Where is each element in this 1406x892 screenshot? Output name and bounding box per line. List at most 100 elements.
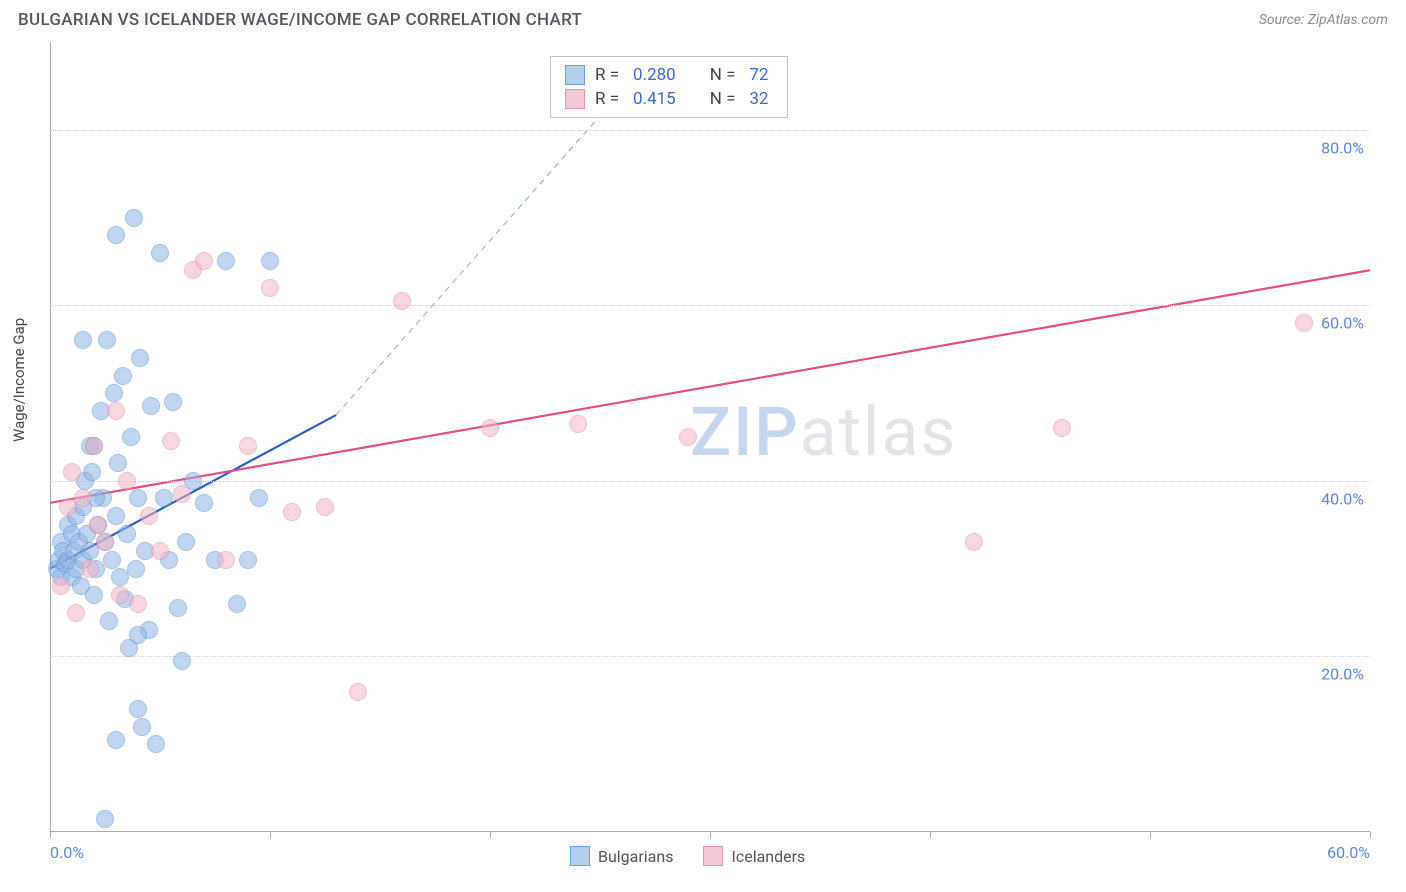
data-point: [89, 516, 107, 534]
data-point: [239, 551, 257, 569]
x-tick: [270, 832, 271, 838]
data-point: [173, 485, 191, 503]
data-point: [103, 551, 121, 569]
data-point: [67, 604, 85, 622]
data-point: [107, 402, 125, 420]
gridline: [50, 305, 1370, 306]
data-point: [164, 393, 182, 411]
data-point: [81, 560, 99, 578]
data-point: [1053, 419, 1071, 437]
y-tick-label: 20.0%: [1321, 665, 1364, 684]
data-point: [147, 735, 165, 753]
legend-row: R =0.415N =32: [565, 87, 773, 111]
x-tick-label: 0.0%: [50, 843, 84, 862]
data-point: [239, 437, 257, 455]
data-point: [129, 700, 147, 718]
gridline: [50, 130, 1370, 131]
data-point: [85, 437, 103, 455]
data-point: [142, 397, 160, 415]
data-point: [122, 428, 140, 446]
data-point: [52, 577, 70, 595]
data-point: [1295, 314, 1313, 332]
data-point: [228, 595, 246, 613]
x-tick: [50, 832, 51, 838]
legend-swatch: [703, 846, 723, 866]
data-point: [125, 209, 143, 227]
data-point: [118, 472, 136, 490]
data-point: [114, 367, 132, 385]
data-point: [111, 586, 129, 604]
data-point: [127, 560, 145, 578]
data-point: [393, 292, 411, 310]
x-tick: [1150, 832, 1151, 838]
data-point: [169, 599, 187, 617]
data-point: [107, 731, 125, 749]
data-point: [349, 683, 367, 701]
legend-swatch: [565, 65, 585, 85]
correlation-legend: R =0.280N =72R =0.415N =32: [550, 56, 788, 118]
data-point: [177, 533, 195, 551]
data-point: [107, 226, 125, 244]
legend-item: Bulgarians: [570, 846, 673, 866]
data-point: [83, 463, 101, 481]
data-point: [131, 349, 149, 367]
gridline: [50, 481, 1370, 482]
y-axis-label: Wage/Income Gap: [10, 318, 28, 442]
chart-container: Wage/Income Gap ZIPatlas R =0.280N =72R …: [18, 42, 1388, 872]
plot-area: ZIPatlas R =0.280N =72R =0.415N =32 Bulg…: [50, 42, 1370, 832]
data-point: [261, 279, 279, 297]
legend-swatch: [565, 89, 585, 109]
data-point: [105, 384, 123, 402]
data-point: [85, 586, 103, 604]
legend-swatch: [570, 846, 590, 866]
data-point: [283, 503, 301, 521]
source-attribution: Source: ZipAtlas.com: [1259, 12, 1388, 28]
x-tick: [1370, 832, 1371, 838]
data-point: [63, 463, 81, 481]
data-point: [133, 718, 151, 736]
y-tick-label: 40.0%: [1321, 489, 1364, 508]
data-point: [140, 507, 158, 525]
x-tick: [490, 832, 491, 838]
watermark: ZIPatlas: [690, 392, 958, 472]
data-point: [129, 595, 147, 613]
data-point: [316, 498, 334, 516]
data-point: [481, 419, 499, 437]
data-point: [162, 432, 180, 450]
data-point: [151, 542, 169, 560]
data-point: [74, 331, 92, 349]
data-point: [98, 331, 116, 349]
series-legend: Bulgarians Icelanders: [570, 846, 805, 866]
data-point: [129, 626, 147, 644]
x-tick: [930, 832, 931, 838]
data-point: [217, 252, 235, 270]
data-point: [261, 252, 279, 270]
legend-item: Icelanders: [703, 846, 805, 866]
y-tick-label: 60.0%: [1321, 314, 1364, 333]
x-tick: [710, 832, 711, 838]
data-point: [965, 533, 983, 551]
y-axis: [50, 42, 51, 832]
data-point: [96, 533, 114, 551]
data-point: [217, 551, 235, 569]
chart-title: BULGARIAN VS ICELANDER WAGE/INCOME GAP C…: [18, 10, 582, 30]
data-point: [118, 525, 136, 543]
legend-row: R =0.280N =72: [565, 63, 773, 87]
data-point: [100, 612, 118, 630]
chart-header: BULGARIAN VS ICELANDER WAGE/INCOME GAP C…: [0, 0, 1406, 36]
data-point: [569, 415, 587, 433]
gridline: [50, 656, 1370, 657]
data-point: [250, 489, 268, 507]
x-tick-label: 60.0%: [1327, 843, 1370, 862]
data-point: [96, 810, 114, 828]
data-point: [173, 652, 191, 670]
data-point: [129, 489, 147, 507]
data-point: [195, 494, 213, 512]
data-point: [155, 489, 173, 507]
data-point: [151, 244, 169, 262]
data-point: [109, 454, 127, 472]
y-tick-label: 80.0%: [1321, 138, 1364, 157]
data-point: [679, 428, 697, 446]
data-point: [107, 507, 125, 525]
data-point: [195, 252, 213, 270]
